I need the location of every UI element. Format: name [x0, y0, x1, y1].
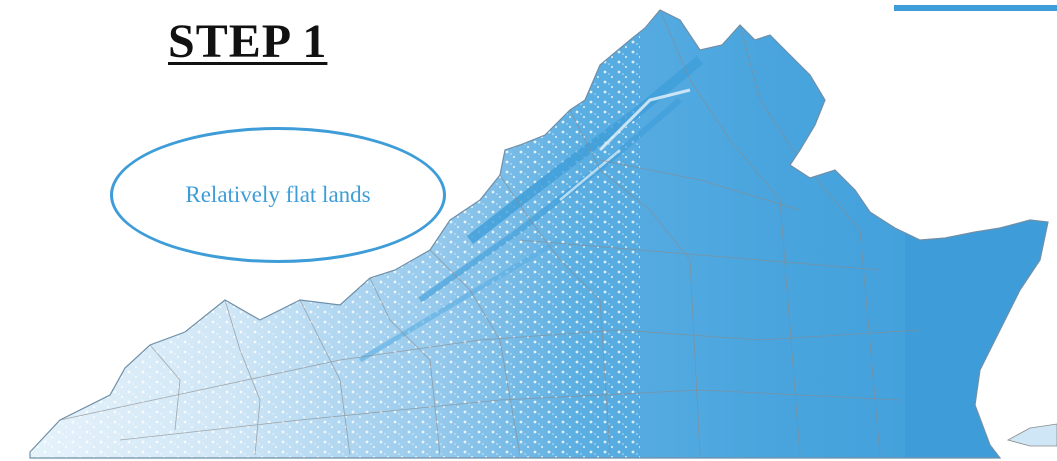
step-title: STEP 1 [168, 15, 328, 68]
accent-bar [894, 5, 1057, 11]
callout-text: Relatively flat lands [185, 182, 371, 208]
callout-ellipse: Relatively flat lands [110, 127, 446, 263]
eastern-shore-piece [1006, 423, 1057, 447]
county-borders [59, 10, 921, 456]
